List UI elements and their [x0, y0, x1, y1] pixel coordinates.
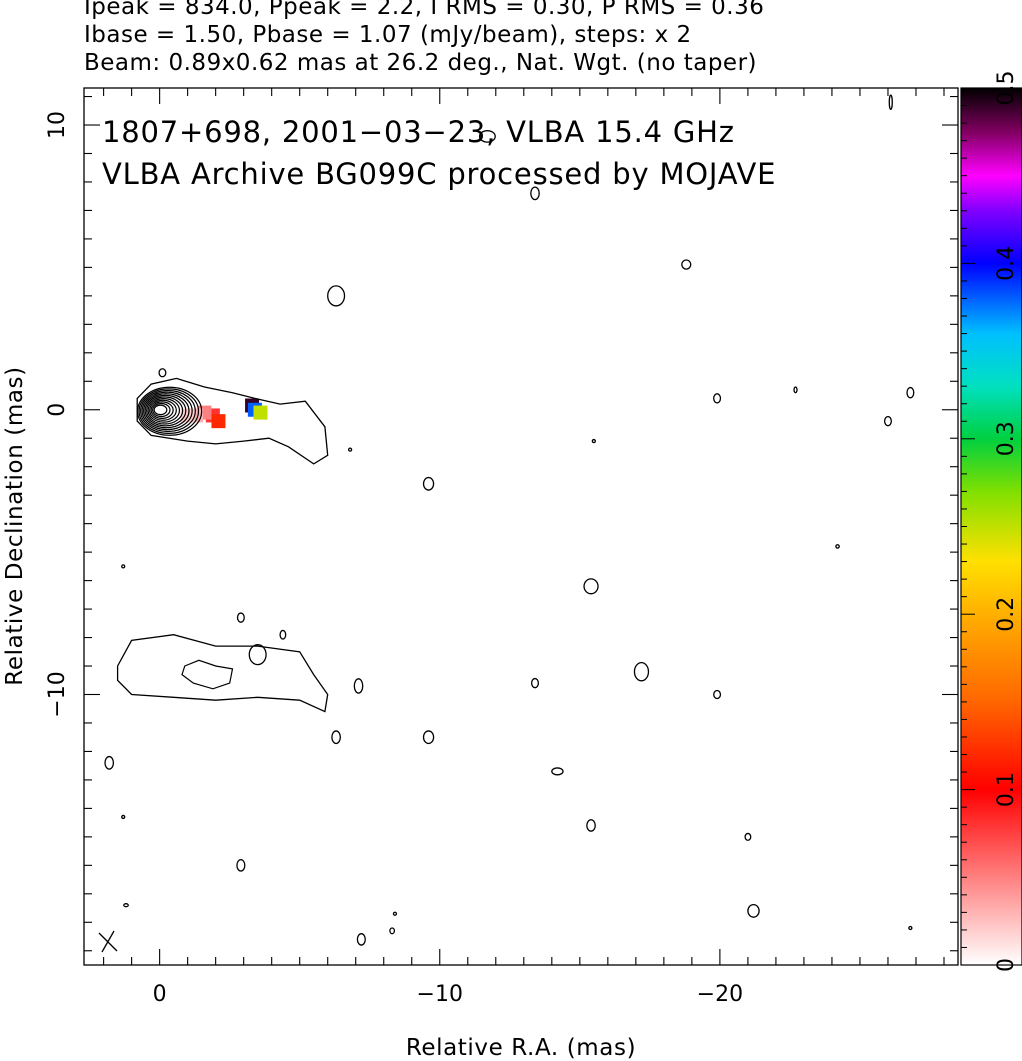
core-contour: [141, 391, 193, 431]
noise-contour: [586, 819, 596, 832]
y-tick-label: 0: [45, 403, 70, 417]
axis-ticks: [84, 88, 958, 965]
core-contour: [150, 401, 174, 419]
noise-contour: [530, 677, 540, 689]
jet-contour: [136, 377, 329, 465]
colorbar-tick-labels: 0 0.1 0.2 0.3 0.4 0.5: [994, 71, 1019, 973]
noise-contour: [888, 94, 893, 111]
noise-contour: [835, 544, 840, 549]
noise-contour: [353, 678, 364, 694]
core-contour: [149, 399, 177, 421]
noise-contour: [236, 612, 245, 623]
core-contour: [143, 393, 190, 429]
colorbar-ticks: [961, 87, 975, 966]
noise-contour: [633, 661, 650, 682]
noise-contour: [908, 925, 913, 931]
map-annotation-archive: VLBA Archive BG099C processed by MOJAVE: [102, 157, 776, 191]
noise-contour: [347, 447, 353, 452]
polarization-pixel: [253, 405, 268, 420]
noise-contour: [331, 730, 341, 745]
noise-contour: [713, 689, 722, 700]
colorbar: [961, 88, 1022, 965]
noise-contour: [422, 730, 435, 745]
y-tick-label: 10: [45, 111, 70, 139]
colorbar-tick-label: 0.4: [994, 246, 1019, 281]
noise-contour: [583, 578, 599, 595]
noise-contour: [883, 415, 892, 427]
noise-contour: [121, 814, 126, 820]
noise-contour: [121, 564, 126, 569]
noise-contour: [906, 386, 915, 399]
x-tick-label: 0: [153, 982, 167, 1007]
noise-contour: [744, 832, 752, 841]
colorbar-tick-label: 0.3: [994, 421, 1019, 456]
noise-contour: [422, 476, 435, 491]
core-contour: [144, 394, 187, 427]
polarization-pixel: [211, 414, 226, 429]
x-tick-label: −20: [697, 982, 743, 1007]
noise-contour: [681, 259, 692, 270]
noise-contour: [793, 386, 798, 394]
map-annotation-source: 1807+698, 2001−03−23, VLBA 15.4 GHz: [102, 115, 735, 149]
core-contour: [146, 396, 184, 425]
polarization-layer: [180, 398, 268, 429]
core-contour: [152, 402, 171, 418]
noise-contour: [123, 903, 129, 908]
header-beam-info: Beam: 0.89x0.62 mas at 26.2 deg., Nat. W…: [84, 50, 757, 76]
noise-contour: [530, 186, 540, 201]
header-peak-values: Ipeak = 834.0, Ppeak = 2.2, I RMS = 0.30…: [84, 0, 765, 20]
noise-contour: [104, 755, 115, 770]
plot-frame: [83, 87, 959, 966]
axis-tick-labels: 0 −10 −20 10 0 −10: [45, 111, 743, 1007]
noise-contour: [389, 927, 396, 935]
contour-layer: [104, 94, 915, 946]
core-contour: [140, 389, 196, 433]
colorbar-tick-label: 0.2: [994, 597, 1019, 632]
noise-contour: [591, 438, 596, 444]
noise-contour: [279, 629, 287, 640]
noise-contour: [551, 767, 564, 776]
noise-contour: [327, 285, 346, 307]
header-base-values: Ibase = 1.50, Pbase = 1.07 (mJy/beam), s…: [84, 22, 692, 48]
x-tick-label: −10: [417, 982, 463, 1007]
southern-component-inner-contour: [181, 659, 234, 690]
noise-contour: [236, 858, 246, 872]
core-contour: [138, 388, 200, 434]
x-axis-label: Relative R.A. (mas): [406, 1035, 636, 1061]
noise-contour: [713, 393, 722, 404]
noise-contour: [392, 911, 398, 916]
y-axis-label: Relative Declination (mas): [2, 366, 28, 685]
noise-contour: [747, 903, 760, 918]
core-contour: [153, 404, 168, 416]
southern-component-contour: [116, 634, 329, 713]
colorbar-tick-label: 0.1: [994, 772, 1019, 807]
map-layer: [104, 94, 915, 946]
beam-marker: [98, 930, 118, 953]
core-contour: [147, 398, 181, 423]
noise-contour: [356, 933, 366, 946]
noise-contour: [478, 130, 496, 143]
noise-contour: [248, 644, 267, 666]
noise-contour: [158, 368, 167, 378]
colorbar-tick-label: 0.5: [994, 71, 1019, 106]
y-tick-label: −10: [45, 671, 70, 717]
colorbar-tick-label: 0: [994, 958, 1019, 972]
